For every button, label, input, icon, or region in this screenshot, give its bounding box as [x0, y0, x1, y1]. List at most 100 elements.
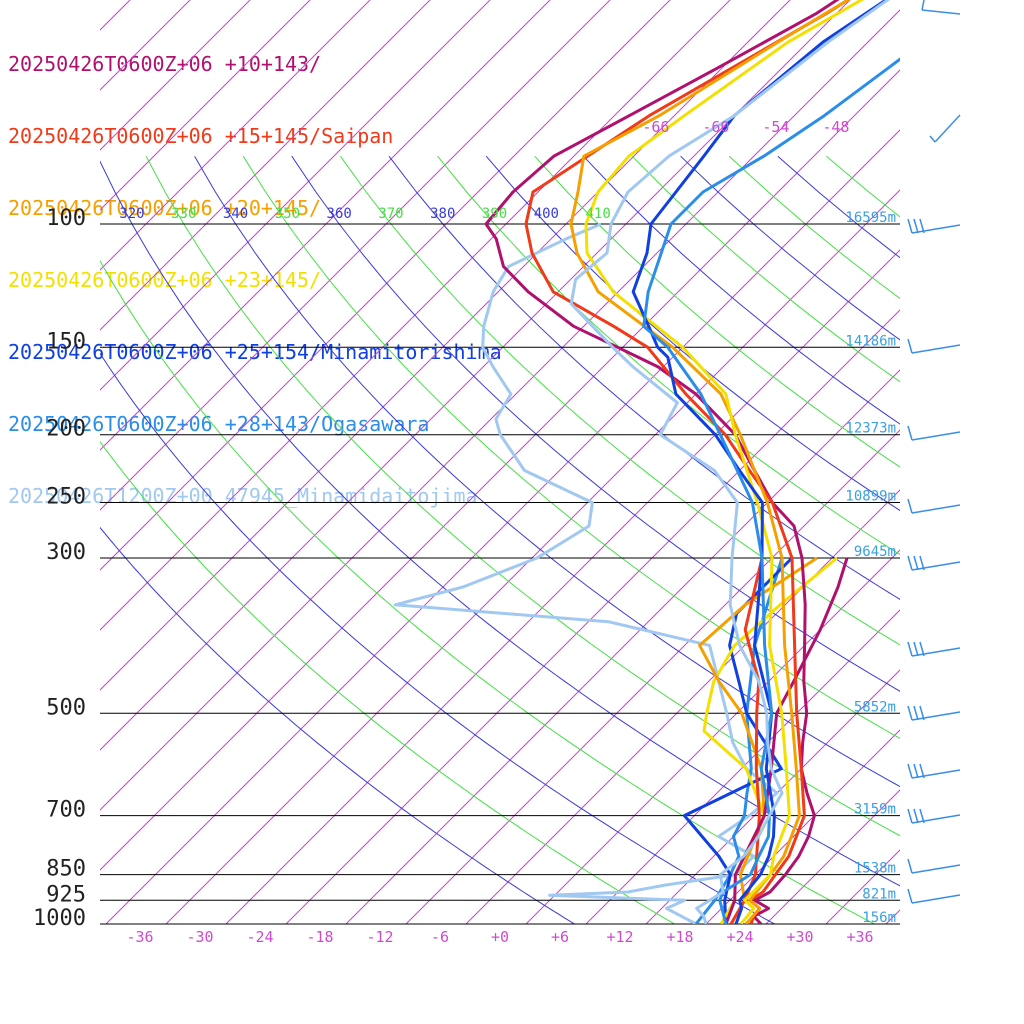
theta-label: 350 [275, 206, 300, 222]
isotherm-line [946, 0, 1024, 924]
legend-entry-4: 20250426T0600Z+06 +23+145/ [8, 268, 322, 292]
height-label: 14186m [845, 333, 896, 349]
pressure-label: 500 [46, 695, 86, 720]
temperature-line [569, 0, 891, 924]
wind-barb [921, 0, 961, 15]
isotherm-line [225, 249, 900, 924]
pressure-label: 1000 [33, 906, 86, 931]
temperature-line [484, 0, 840, 924]
theta-curve [680, 155, 900, 341]
theta-label: 360 [327, 206, 352, 222]
theta-label: 380 [430, 206, 455, 222]
isotherm-line [100, 0, 551, 451]
isotherm-line [1006, 0, 1024, 924]
theta-curve [777, 155, 900, 259]
theta-label: 400 [534, 206, 559, 222]
isotherm-line [100, 0, 731, 631]
temperature-line [524, 0, 851, 924]
isotherm-line [100, 9, 900, 811]
isotherm-line [885, 909, 900, 924]
temp-tick-label: -18 [306, 928, 333, 946]
isotherm-line [100, 0, 311, 211]
theta-label: 410 [586, 206, 611, 222]
isotherm-line [100, 0, 251, 151]
wind-barb [907, 763, 961, 779]
isotherm-line [0, 0, 267, 924]
wind-barb [907, 498, 961, 514]
legend-entry-1: 20250426T0600Z+06 +10+143/ [8, 52, 322, 76]
theta-curve [100, 352, 775, 924]
theta-label: 330 [171, 206, 196, 222]
wind-barb [907, 338, 961, 354]
height-label: 12373m [845, 421, 896, 437]
dewpoint-line [393, 222, 779, 924]
theta-curve [437, 155, 900, 556]
legend-entry-5: 20250426T0600Z+06 +25+154/Minamitorishim… [8, 340, 502, 364]
wind-barb [907, 888, 961, 904]
height-label: 16595m [845, 210, 896, 226]
isotherm-line [100, 0, 611, 511]
height-label: 1538m [854, 861, 896, 877]
isotherm-line [405, 429, 900, 924]
theta-label: 320 [119, 206, 144, 222]
wind-barb [929, 114, 961, 143]
isotherm-line [165, 189, 900, 924]
isotherm-line [705, 729, 900, 924]
theta-curve [534, 155, 900, 468]
theta-curve [100, 526, 575, 924]
theta-curve [194, 155, 900, 788]
temp-tick-label: +30 [786, 928, 813, 946]
temp-top-label: -54 [762, 118, 789, 136]
theta-label: 340 [223, 206, 248, 222]
pressure-label: 150 [46, 329, 86, 354]
isotherm-line [0, 0, 147, 924]
wind-barb [907, 425, 961, 441]
isotherm-line [100, 0, 791, 691]
temperature-line [631, 0, 889, 924]
temperature-line [584, 0, 865, 924]
isotherm-line [105, 129, 900, 924]
legend: 20250426T0600Z+06 +10+143/ 20250426T0600… [8, 4, 502, 532]
isotherm-line [825, 849, 900, 924]
pressure-label: 100 [46, 206, 86, 231]
isotherm-line [285, 309, 900, 924]
theta-curve [485, 155, 900, 512]
height-label: 156m [862, 910, 896, 926]
theta-label: 370 [378, 206, 403, 222]
temp-tick-label: -36 [126, 928, 153, 946]
isotherm-line [100, 0, 191, 91]
isotherm-line [100, 0, 371, 271]
temp-tick-label: -30 [186, 928, 213, 946]
wind-barb [907, 808, 961, 824]
dewpoint-line [694, 557, 784, 924]
theta-curve [145, 155, 900, 837]
isotherm-line [345, 369, 900, 924]
isotherm-line [100, 0, 851, 751]
isotherm-line [0, 0, 207, 924]
temp-tick-label: -6 [431, 928, 449, 946]
temp-tick-label: -12 [366, 928, 393, 946]
dewpoint-line [724, 557, 849, 924]
theta-curve [339, 155, 900, 646]
temp-tick-label: +12 [606, 928, 633, 946]
height-label: 9645m [854, 544, 896, 560]
temp-tick-label: +6 [551, 928, 569, 946]
wind-barb [907, 705, 961, 721]
isotherm-line [100, 0, 431, 331]
theta-label: 390 [482, 206, 507, 222]
wind-barb [907, 218, 961, 234]
isotherm-line [645, 669, 900, 924]
temperature-line [642, 57, 900, 924]
temp-tick-label: +18 [666, 928, 693, 946]
pressure-label: 300 [46, 540, 86, 565]
height-label: 3159m [854, 802, 896, 818]
height-label: 5852m [854, 699, 896, 715]
isotherm-line [100, 0, 491, 391]
wind-barb [907, 641, 961, 657]
temp-top-label: -60 [702, 118, 729, 136]
pressure-label: 200 [46, 417, 86, 442]
theta-curve [291, 155, 900, 692]
temp-tick-label: -24 [246, 928, 273, 946]
temp-tick-label: +36 [846, 928, 873, 946]
